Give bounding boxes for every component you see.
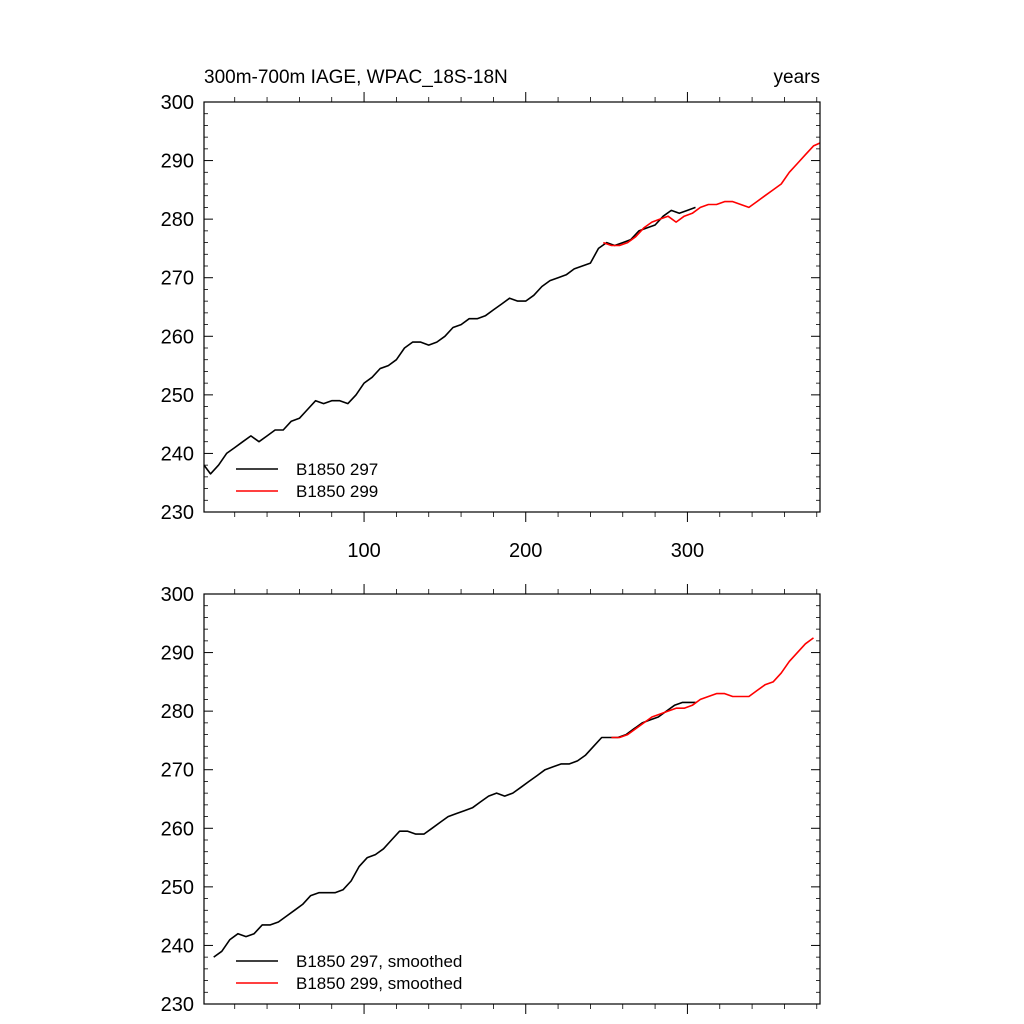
legend-label-b1850-297-smoothed: B1850 297, smoothed [296, 952, 462, 971]
bottom-panel-lines [213, 637, 814, 958]
top-panel-raw: 230 240 250 260 270 280 290 300 100 200 300 300m-7… [161, 67, 821, 562]
top-panel-ticks: 230 240 250 260 270 280 290 300 100 200 300 [161, 92, 820, 562]
y-tick-label: 250 [161, 385, 194, 407]
y-tick-label: 290 [161, 643, 194, 665]
bottom-panel-legend: B1850 297, smoothed B1850 299, smoothed [236, 952, 462, 993]
top-panel-units: years [774, 67, 820, 88]
bottom-panel-frame [203, 593, 821, 1005]
y-tick-label: 290 [161, 151, 194, 173]
legend-label-b1850-297: B1850 297 [296, 460, 378, 479]
y-tick-label: 230 [161, 502, 194, 524]
top-panel-lines [203, 142, 821, 475]
y-tick-label: 260 [161, 326, 194, 348]
y-tick-label: 270 [161, 268, 194, 290]
top-panel-legend: B1850 297 B1850 299 [236, 460, 378, 501]
series-line-b1850-299 [603, 142, 821, 247]
y-tick-label: 300 [161, 92, 194, 114]
y-tick-label: 250 [161, 877, 194, 899]
top-panel-title: 300m-700m IAGE, WPAC_18S-18N [204, 67, 508, 88]
x-tick-label: 100 [347, 540, 380, 562]
y-tick-label: 260 [161, 818, 194, 840]
legend-label-b1850-299-smoothed: B1850 299, smoothed [296, 974, 462, 993]
y-tick-label: 240 [161, 443, 194, 465]
y-tick-label: 270 [161, 760, 194, 782]
bottom-panel-ticks: 230 240 250 260 270 280 290 300 [161, 584, 820, 1016]
series-line-b1850-299-smoothed [611, 637, 814, 739]
x-tick-label: 300 [671, 540, 704, 562]
x-tick-label: 200 [509, 540, 542, 562]
legend-label-b1850-299: B1850 299 [296, 482, 378, 501]
y-tick-label: 300 [161, 584, 194, 606]
bottom-panel-smoothed: 230 240 250 260 270 280 290 300 B1850 297, smoo… [161, 584, 821, 1016]
y-tick-label: 280 [161, 209, 194, 231]
top-panel-frame [203, 101, 821, 513]
y-tick-label: 230 [161, 994, 194, 1016]
y-tick-label: 280 [161, 701, 194, 723]
y-tick-label: 240 [161, 935, 194, 957]
